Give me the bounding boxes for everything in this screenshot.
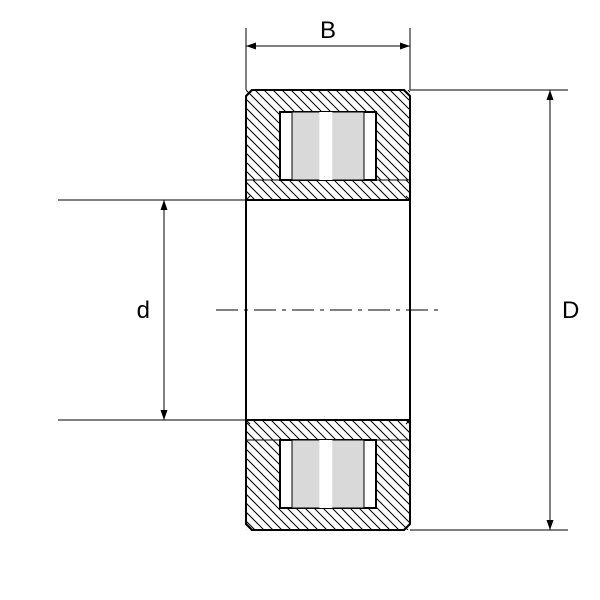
dim-label-B: B xyxy=(320,17,336,44)
dim-label-D: D xyxy=(562,297,579,324)
dim-label-d: d xyxy=(137,297,150,324)
